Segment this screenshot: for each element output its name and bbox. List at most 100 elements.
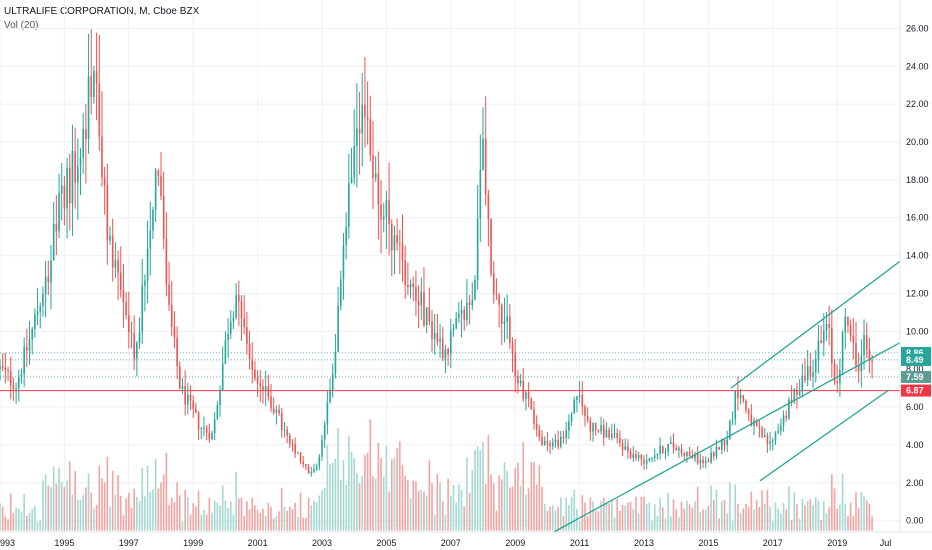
candle-body [321, 439, 323, 457]
candle-body [337, 306, 339, 352]
candle-body [1, 365, 4, 368]
candle-body [60, 185, 63, 194]
volume-bar [739, 513, 742, 531]
volume-bar [849, 502, 852, 531]
volume-bar [361, 476, 364, 531]
volume-bar [307, 497, 310, 531]
volume-bar [138, 501, 141, 531]
candle-body [761, 427, 763, 437]
volume-bar [694, 501, 696, 531]
volume-bar [0, 503, 1, 531]
price-tag-bg [901, 353, 931, 366]
candle-body [122, 290, 125, 303]
candle-body [793, 389, 796, 402]
volume-bar [313, 500, 315, 531]
volume-bar [495, 510, 498, 531]
candle-body [691, 456, 694, 459]
volume-bar [844, 503, 847, 531]
volume-bar [798, 518, 801, 531]
candle-body [353, 145, 356, 178]
volume-bar [36, 521, 39, 531]
volume-bar [280, 487, 283, 531]
volume-bar [162, 474, 165, 531]
volume-bar [578, 520, 581, 531]
volume-bar [122, 515, 125, 531]
volume-bar [415, 481, 417, 531]
volume-bar [358, 483, 361, 531]
volume-bar [34, 506, 36, 531]
candle-body [450, 329, 452, 355]
candle-body [522, 380, 525, 399]
candle-body [229, 321, 232, 334]
candle-body [141, 285, 144, 333]
volume-bar [704, 509, 707, 531]
volume-bar [47, 485, 50, 531]
candle-body [326, 402, 329, 425]
candle-body [291, 443, 294, 445]
volume-bar [111, 470, 114, 531]
volume-bar [417, 491, 420, 531]
candle-body [498, 295, 500, 305]
volume-bar [745, 503, 747, 531]
candle-body [85, 129, 87, 140]
channel-lines[interactable] [553, 260, 901, 533]
volume-bar [149, 492, 152, 531]
volume-bar [436, 474, 439, 531]
volume-bar [77, 499, 79, 531]
volume-bar [106, 456, 109, 531]
candle-body [565, 430, 567, 438]
volume-bar [396, 448, 398, 531]
candle-body [621, 443, 624, 450]
y-tick-label: 10.00 [906, 326, 929, 336]
candle-body [664, 451, 667, 454]
price-axis-panel[interactable] [900, 0, 932, 550]
volume-bar [466, 457, 468, 531]
candle-body [790, 399, 793, 402]
y-tick-label: 6.00 [906, 402, 924, 412]
candle-body [525, 392, 527, 399]
volume-bar [412, 480, 415, 531]
candle-body [560, 436, 562, 447]
candle-body [200, 427, 203, 430]
candle-body [554, 439, 557, 443]
candle-body [568, 421, 570, 431]
y-tick-label: 20.00 [906, 137, 929, 147]
candle-body [286, 429, 288, 436]
x-tick-label: 2013 [634, 538, 654, 548]
candle-body [165, 238, 168, 285]
candle-body [712, 452, 715, 457]
candle-body [348, 183, 350, 228]
volume-bar [817, 500, 820, 531]
volume-bar [369, 419, 372, 531]
volume-bar [557, 506, 559, 531]
candle-body [47, 276, 50, 283]
candle-body [130, 332, 133, 334]
volume-bar [154, 459, 157, 531]
time-axis: 993 1995 1997 1999 2001 2003 2005 2007 2009 2011 2… [0, 538, 891, 548]
volume-bar [390, 459, 393, 531]
volume-bar [385, 445, 388, 531]
volume-bar [441, 500, 444, 531]
volume-bar [458, 484, 460, 531]
candle-body [500, 304, 503, 324]
candle-body [334, 351, 337, 374]
volume-bar [323, 488, 326, 531]
candle-body [847, 316, 849, 326]
volume-bar [407, 480, 409, 531]
chart-title: ULTRALIFE CORPORATION, M, Cboe BZX [4, 6, 200, 17]
candle-body [836, 381, 839, 384]
volume-bar [629, 501, 632, 531]
candle-body [302, 461, 305, 465]
volume-bar [348, 436, 350, 531]
volume-bar [855, 492, 857, 531]
candle-body [643, 459, 645, 464]
candle-body [809, 365, 812, 377]
candle-body [280, 413, 283, 430]
volume-bar [299, 492, 302, 531]
candle-body [256, 378, 259, 384]
candle-body [404, 260, 406, 286]
volume-bar [637, 513, 640, 531]
volume-bar [825, 513, 828, 531]
volume-bar [337, 428, 339, 531]
